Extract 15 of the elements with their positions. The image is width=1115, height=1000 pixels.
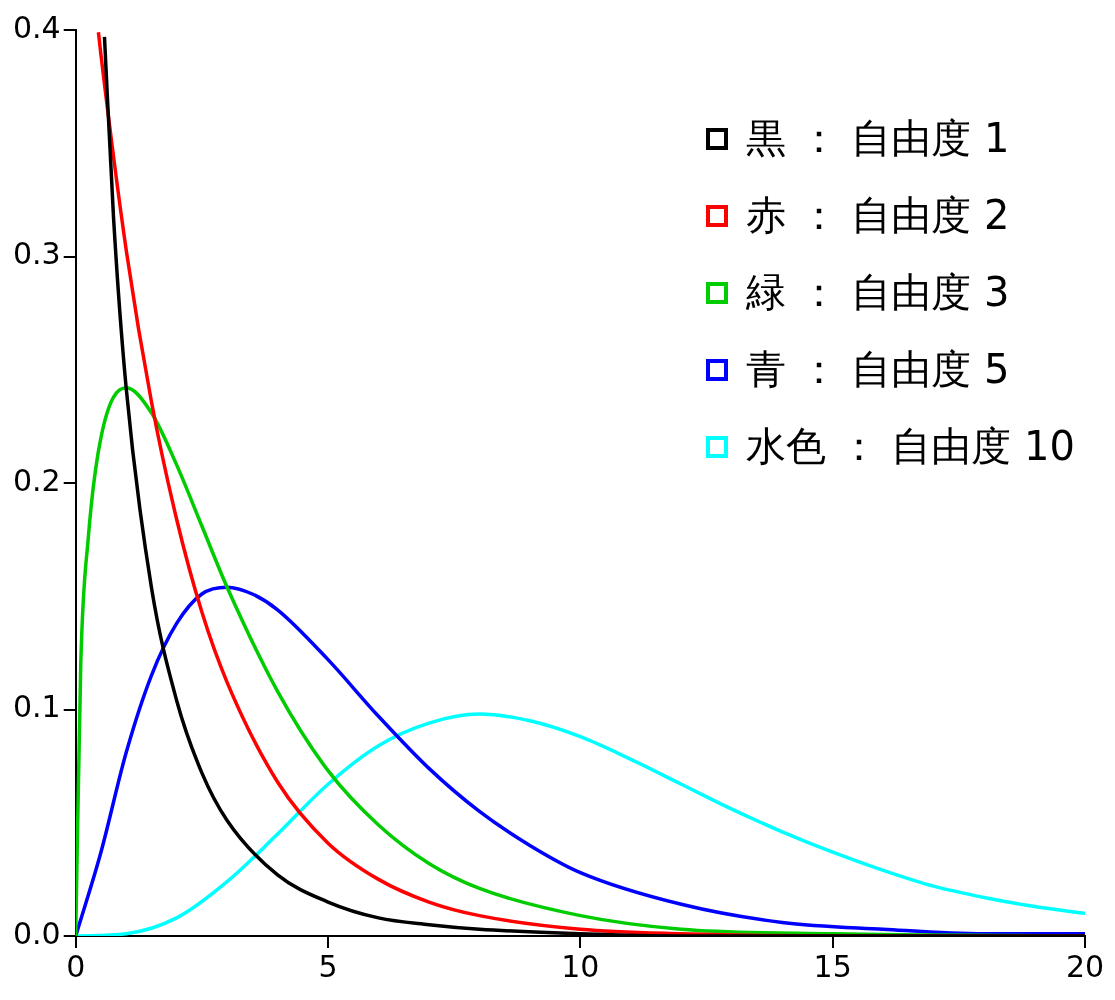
x-tick-label: 10 xyxy=(561,948,600,984)
y-tick-label: 0.0 xyxy=(12,915,61,951)
y-tick-label: 0.1 xyxy=(12,689,61,725)
legend-label: 緑 ： 自由度 3 xyxy=(745,268,1010,317)
y-tick-label: 0.2 xyxy=(12,462,61,498)
legend-label: 青 ： 自由度 5 xyxy=(745,345,1010,394)
x-tick-label: 0 xyxy=(66,948,86,984)
legend-label: 黒 ： 自由度 1 xyxy=(745,114,1010,163)
legend-label: 赤 ： 自由度 2 xyxy=(745,191,1010,240)
y-tick-label: 0.4 xyxy=(12,9,61,45)
legend-label: 水色 ： 自由度 10 xyxy=(745,422,1075,471)
y-tick-label: 0.3 xyxy=(12,236,61,272)
x-tick-label: 20 xyxy=(1065,948,1105,984)
x-tick-label: 5 xyxy=(318,948,338,984)
x-tick-label: 15 xyxy=(813,948,852,984)
